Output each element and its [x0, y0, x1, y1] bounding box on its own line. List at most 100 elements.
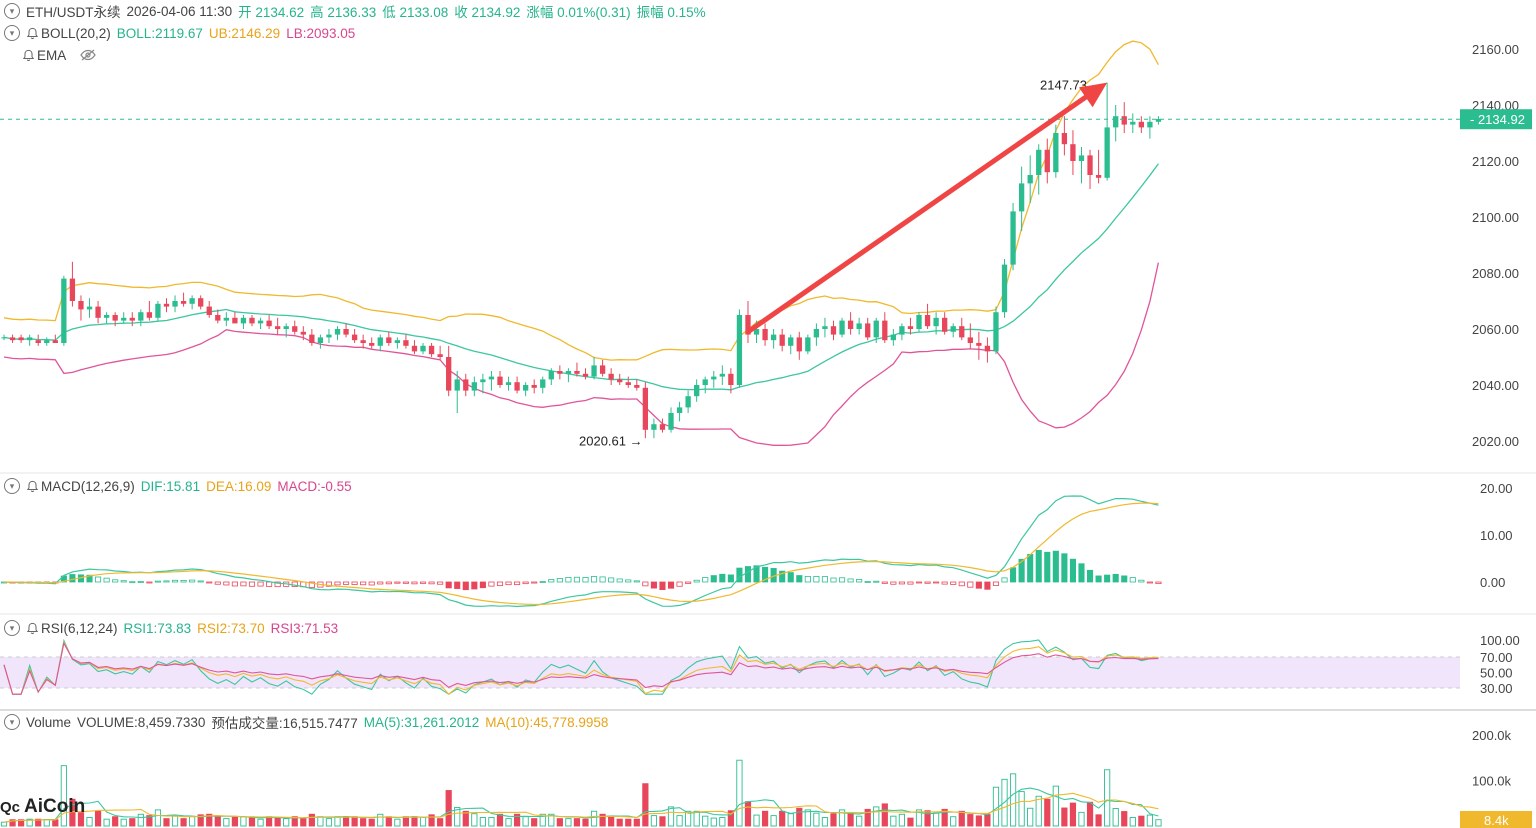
- volume-bar: [1044, 798, 1051, 827]
- volume-bar: [18, 819, 25, 827]
- candle-body: [334, 329, 341, 335]
- volume-bar: [454, 806, 461, 827]
- candle-body: [813, 329, 820, 338]
- volume-bar: [625, 818, 632, 827]
- macd-histogram-bar: [129, 581, 136, 584]
- candle-body: [933, 317, 939, 327]
- macd-histogram-bar: [137, 581, 144, 583]
- macd-histogram-bar: [385, 581, 392, 585]
- candle-body: [950, 326, 956, 332]
- macd-histogram-bar: [616, 578, 623, 583]
- candle-body: [95, 306, 101, 318]
- volume-bar: [103, 818, 110, 827]
- macd-histogram-bar: [950, 581, 957, 585]
- candle-body: [1104, 127, 1110, 178]
- macd-tick-label: 0.00: [1480, 575, 1505, 590]
- volume-bar: [531, 818, 538, 827]
- boll-ub: UB:2146.29: [208, 25, 281, 41]
- candle-body: [18, 337, 24, 341]
- volume-bar: [488, 817, 495, 827]
- macd-histogram-bar: [573, 576, 580, 583]
- rsi-band: [0, 657, 1460, 688]
- volume-name[interactable]: Volume: [26, 714, 72, 730]
- macd-histogram-bar: [266, 581, 273, 587]
- macd-histogram-bar: [377, 581, 384, 585]
- macd-histogram-bar: [659, 581, 666, 591]
- current-price-tag: [1460, 109, 1532, 130]
- alert-bell-icon[interactable]: [26, 480, 39, 493]
- macd-histogram-bar: [907, 581, 914, 585]
- macd-histogram-bar: [437, 581, 444, 585]
- macd-histogram-bar: [334, 581, 341, 586]
- volume-bar: [599, 813, 606, 827]
- volume-ma5: MA(5):31,261.2012: [363, 714, 480, 730]
- volume-bar: [77, 812, 85, 827]
- collapse-icon[interactable]: ▾: [4, 478, 20, 494]
- candle-body: [394, 340, 401, 343]
- macd-histogram-bar: [505, 581, 512, 586]
- logo-mark: Qc: [0, 798, 21, 816]
- candle-body: [497, 376, 503, 385]
- collapse-icon[interactable]: ▾: [4, 25, 20, 41]
- hidden-eye-icon[interactable]: [80, 49, 96, 61]
- candle-body: [189, 298, 195, 304]
- alert-bell-icon[interactable]: [26, 622, 39, 635]
- rsi3-line: [3, 641, 1159, 695]
- macd-histogram-bar: [1044, 551, 1051, 583]
- alert-bell-icon[interactable]: [22, 49, 35, 62]
- volume-bar: [146, 815, 153, 827]
- candle-body: [163, 303, 170, 307]
- ema-name[interactable]: EMA: [37, 47, 67, 63]
- boll-name[interactable]: BOLL(20,2): [41, 25, 111, 41]
- volume-bar: [873, 806, 880, 827]
- macd-histogram-bar: [1001, 577, 1008, 583]
- collapse-icon[interactable]: ▾: [4, 714, 20, 730]
- volume-bar: [317, 816, 324, 827]
- boll-header: ▾ BOLL(20,2) BOLL:2119.67 UB:2146.29 LB:…: [0, 23, 361, 43]
- macd-histogram-bar: [625, 579, 632, 583]
- alert-bell-icon[interactable]: [26, 27, 39, 40]
- candle-body: [702, 379, 708, 385]
- volume-bar: [1146, 814, 1153, 827]
- macd-histogram-bar: [428, 581, 435, 585]
- collapse-icon[interactable]: ▾: [4, 620, 20, 636]
- candle-body: [35, 340, 41, 343]
- candle-body: [223, 317, 229, 321]
- volume-bar: [368, 818, 375, 827]
- macd-histogram-bar: [274, 581, 281, 588]
- volume-bar: [924, 810, 931, 827]
- candle-body: [531, 385, 537, 388]
- macd-histogram-bar: [471, 581, 478, 590]
- rsi-name[interactable]: RSI(6,12,24): [41, 620, 118, 636]
- volume-bar: [590, 810, 598, 827]
- macd-histogram-bar: [419, 581, 427, 584]
- macd-histogram-bar: [103, 577, 110, 583]
- volume-bar: [565, 818, 572, 827]
- volume-bar: [1104, 769, 1111, 827]
- macd-histogram-bar: [394, 581, 401, 584]
- boll-lower-band: [3, 262, 1160, 446]
- candle-body: [257, 320, 264, 324]
- macd-histogram-bar: [1027, 554, 1034, 583]
- volume-bar: [864, 808, 871, 827]
- volume-bar: [1129, 817, 1136, 827]
- macd-name[interactable]: MACD(12,26,9): [41, 478, 135, 494]
- macd-histogram-bar: [565, 577, 572, 583]
- volume-bar: [838, 809, 846, 827]
- candle-body: [924, 315, 931, 327]
- candle-body: [283, 326, 289, 329]
- price-tick-label: 2040.00: [1472, 378, 1519, 393]
- volume-bar: [394, 818, 401, 827]
- collapse-icon[interactable]: ▾: [4, 3, 20, 19]
- volume-bar: [411, 816, 418, 827]
- candle-body: [1121, 116, 1127, 125]
- boll-upper-band: [3, 40, 1159, 361]
- volume-bar: [120, 818, 127, 827]
- macd-histogram-bar: [984, 581, 991, 590]
- volume-bar: [334, 816, 341, 827]
- symbol-label[interactable]: ETH/USDT永续: [26, 5, 121, 20]
- volume-bar: [445, 790, 452, 827]
- candle-body: [762, 329, 768, 341]
- macd-histogram-bar: [933, 581, 940, 584]
